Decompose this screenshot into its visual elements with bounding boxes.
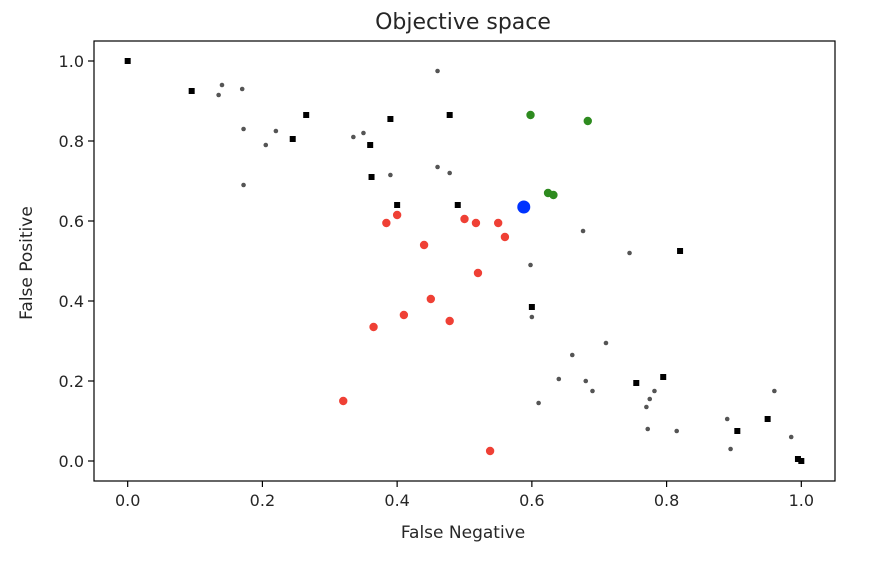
data-point	[435, 68, 440, 74]
data-point	[485, 446, 495, 456]
data-point	[188, 88, 195, 94]
y-tick-label: 0.6	[59, 212, 84, 231]
data-point	[627, 250, 632, 256]
y-tick-label: 1.0	[59, 52, 84, 71]
data-point	[382, 218, 391, 228]
x-tick-label: 1.0	[789, 491, 814, 510]
data-point	[569, 352, 575, 358]
data-point	[583, 378, 589, 384]
data-point	[652, 388, 657, 394]
data-point	[794, 456, 801, 462]
y-axis-label: False Positive	[17, 206, 37, 320]
data-point	[536, 400, 541, 406]
data-point	[446, 112, 453, 118]
data-point	[517, 200, 531, 214]
data-point	[590, 388, 595, 394]
plot-frame	[93, 40, 836, 482]
data-point	[435, 164, 440, 170]
data-points	[124, 58, 805, 464]
data-point	[734, 428, 741, 434]
data-point	[273, 128, 279, 134]
data-point	[351, 134, 356, 140]
data-point	[124, 58, 131, 64]
data-point	[426, 294, 436, 304]
y-axis: 0.0 0.2 0.4 0.6 0.8 1.0	[59, 52, 94, 471]
chart-title: Objective space	[375, 10, 551, 35]
x-axis: 0.0 0.2 0.4 0.6 0.8 1.0	[115, 481, 814, 510]
y-tick-label: 0.2	[59, 372, 84, 391]
data-point	[399, 310, 409, 320]
data-point	[788, 434, 794, 440]
data-point	[419, 240, 429, 250]
data-point	[361, 130, 366, 136]
data-point	[556, 376, 562, 382]
data-point	[526, 110, 535, 120]
data-point	[460, 214, 469, 224]
data-point	[728, 446, 733, 452]
data-point	[473, 268, 483, 278]
data-point	[367, 142, 374, 148]
x-tick-label: 0.4	[384, 491, 409, 510]
data-point	[647, 396, 653, 402]
data-point	[388, 172, 393, 178]
data-point	[529, 314, 535, 320]
data-point	[369, 322, 378, 332]
data-point	[724, 416, 730, 422]
y-tick-label: 0.4	[59, 292, 84, 311]
data-point	[583, 116, 592, 126]
y-tick-label: 0.8	[59, 132, 84, 151]
data-point	[528, 304, 535, 310]
data-point	[500, 232, 510, 242]
data-point	[674, 428, 679, 434]
data-point	[303, 112, 310, 118]
data-point	[445, 316, 454, 326]
data-point	[580, 228, 586, 234]
data-point	[603, 340, 609, 346]
data-point	[447, 170, 452, 176]
data-point	[216, 92, 221, 98]
data-point	[645, 426, 651, 432]
data-point	[493, 218, 503, 228]
x-tick-label: 0.0	[115, 491, 140, 510]
data-point	[633, 380, 640, 386]
data-point	[677, 248, 684, 254]
data-point	[239, 86, 245, 92]
data-point	[339, 396, 348, 406]
y-tick-label: 0.0	[59, 452, 84, 471]
x-tick-label: 0.6	[519, 491, 544, 510]
data-point	[798, 458, 805, 464]
x-tick-label: 0.2	[250, 491, 275, 510]
data-point	[241, 182, 246, 188]
data-point	[368, 174, 375, 180]
data-point	[471, 218, 481, 228]
x-tick-label: 0.8	[654, 491, 679, 510]
data-point	[764, 416, 771, 422]
data-point	[528, 262, 533, 268]
data-point	[387, 116, 394, 122]
data-point	[454, 202, 461, 208]
data-point	[241, 126, 246, 132]
data-point	[660, 374, 667, 380]
data-point	[772, 388, 777, 394]
data-point	[394, 202, 401, 208]
x-axis-label: False Negative	[401, 523, 525, 543]
data-point	[219, 82, 225, 88]
data-point	[549, 190, 558, 200]
data-point	[263, 142, 269, 148]
data-point	[289, 136, 296, 142]
data-point	[644, 404, 649, 410]
data-point	[392, 210, 402, 220]
